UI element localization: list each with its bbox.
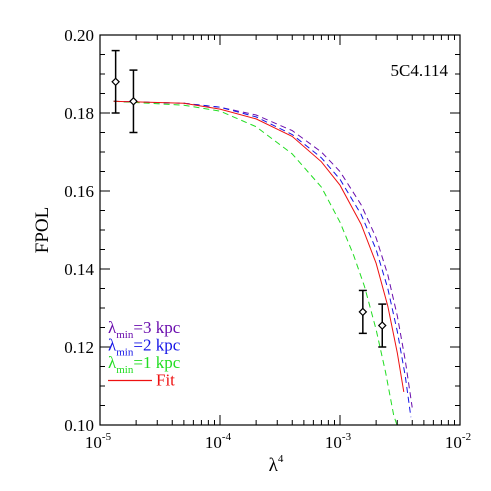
- data-point-1: [129, 69, 138, 134]
- data-point-3: [377, 303, 387, 348]
- y-tick-label: 0.10: [64, 416, 94, 435]
- data-points-layer: [111, 49, 387, 348]
- x-tick-label: 10-5: [85, 431, 112, 452]
- x-axis-title: λ4: [269, 453, 284, 476]
- series-line-2: [113, 100, 398, 425]
- y-tick-label: 0.20: [64, 26, 94, 45]
- x-axis-title-symbol: λ: [269, 455, 279, 476]
- y-tick-label: 0.14: [64, 260, 94, 279]
- y-tick-label: 0.12: [64, 338, 94, 357]
- diamond-marker: [358, 307, 368, 317]
- series-line-3: [113, 100, 405, 392]
- data-point-2: [358, 289, 368, 335]
- series-line-1: [113, 100, 412, 418]
- legend-label: λmin=1 kpc: [108, 353, 181, 376]
- diamond-marker: [129, 96, 138, 106]
- chart-annotation: 5C4.114: [391, 61, 449, 80]
- legend-label: Fit: [156, 371, 175, 390]
- x-tick-label: 10-4: [205, 431, 232, 452]
- data-point-0: [111, 49, 120, 114]
- y-tick-label: 0.18: [64, 104, 94, 123]
- x-tick-label: 10-3: [325, 431, 352, 452]
- legend-item-1: λmin=2 kpc: [108, 336, 181, 359]
- x-axis-title-exponent: 4: [278, 453, 284, 465]
- diamond-marker: [111, 77, 120, 87]
- series-line-0: [113, 100, 413, 408]
- curves-layer: [113, 100, 413, 425]
- legend-label: λmin=3 kpc: [108, 318, 181, 341]
- y-tick-label: 0.16: [64, 182, 94, 201]
- legend-item-3: Fit: [108, 371, 175, 390]
- x-tick-label: 10-2: [445, 431, 471, 452]
- legend-label: λmin=2 kpc: [108, 336, 181, 359]
- diamond-marker: [377, 321, 387, 330]
- legend-item-0: λmin=3 kpc: [108, 318, 181, 341]
- ticks-layer: 10-5 10-4 10-3 10-2 0.10 0.12 0.14 0.16 0.18 0.20: [64, 26, 471, 452]
- legend-item-2: λmin=1 kpc: [108, 353, 181, 376]
- y-axis-title: FPOL: [32, 207, 53, 253]
